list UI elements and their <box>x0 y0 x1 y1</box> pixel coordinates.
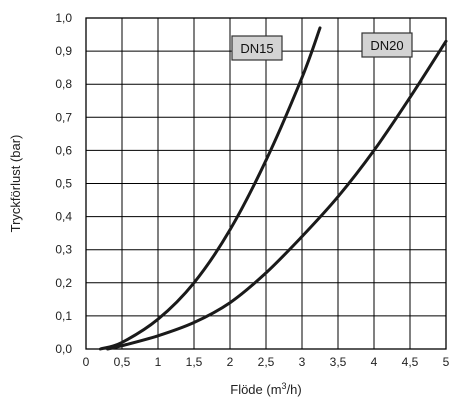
y-tick-labels: 0,0 0,1 0,2 0,3 0,4 0,5 0,6 0,7 0,8 0,9 1,0 <box>55 11 72 356</box>
y-tick-label: 0,1 <box>55 309 72 323</box>
y-tick-label: 0,3 <box>55 243 72 257</box>
curve-dn20 <box>106 39 448 351</box>
series-label-box <box>231 35 283 61</box>
y-tick-label: 0,5 <box>55 177 72 191</box>
x-tick-label: 1 <box>155 355 162 369</box>
plot-frame <box>85 17 447 350</box>
x-tick-label: 2,5 <box>258 355 275 369</box>
series-label-dn15: DN15 <box>240 41 273 56</box>
y-tick-label: 0,7 <box>55 110 72 124</box>
x-tick-label: 3,5 <box>330 355 347 369</box>
series-label-dn20: DN20 <box>370 38 403 53</box>
grid-lines <box>85 17 447 350</box>
x-axis-label: Flöde (m3/h) <box>230 381 301 397</box>
x-tick-label: 3 <box>299 355 306 369</box>
y-axis-label: Tryckförlust (bar) <box>8 135 23 233</box>
x-tick-label: 0,5 <box>114 355 131 369</box>
y-tick-label: 0,6 <box>55 143 72 157</box>
x-tick-label: 0 <box>83 355 90 369</box>
series-label-box <box>361 32 413 58</box>
y-tick-label: 0,4 <box>55 210 72 224</box>
curve-dn15 <box>98 26 322 351</box>
x-tick-label: 5 <box>443 355 450 369</box>
y-tick-label: 1,0 <box>55 11 72 25</box>
y-tick-label: 0,8 <box>55 77 72 91</box>
x-tick-label: 2 <box>227 355 234 369</box>
x-tick-label: 4 <box>371 355 378 369</box>
y-tick-label: 0,2 <box>55 276 72 290</box>
x-tick-labels: 0 0,5 1 1,5 2 2,5 3 3,5 4 4,5 5 <box>83 355 450 369</box>
x-tick-label: 4,5 <box>402 355 419 369</box>
y-tick-label: 0,9 <box>55 44 72 58</box>
series-labels: DN15 DN20 <box>231 32 413 61</box>
x-tick-label: 1,5 <box>186 355 203 369</box>
y-tick-label: 0,0 <box>55 342 72 356</box>
curves <box>98 26 448 351</box>
